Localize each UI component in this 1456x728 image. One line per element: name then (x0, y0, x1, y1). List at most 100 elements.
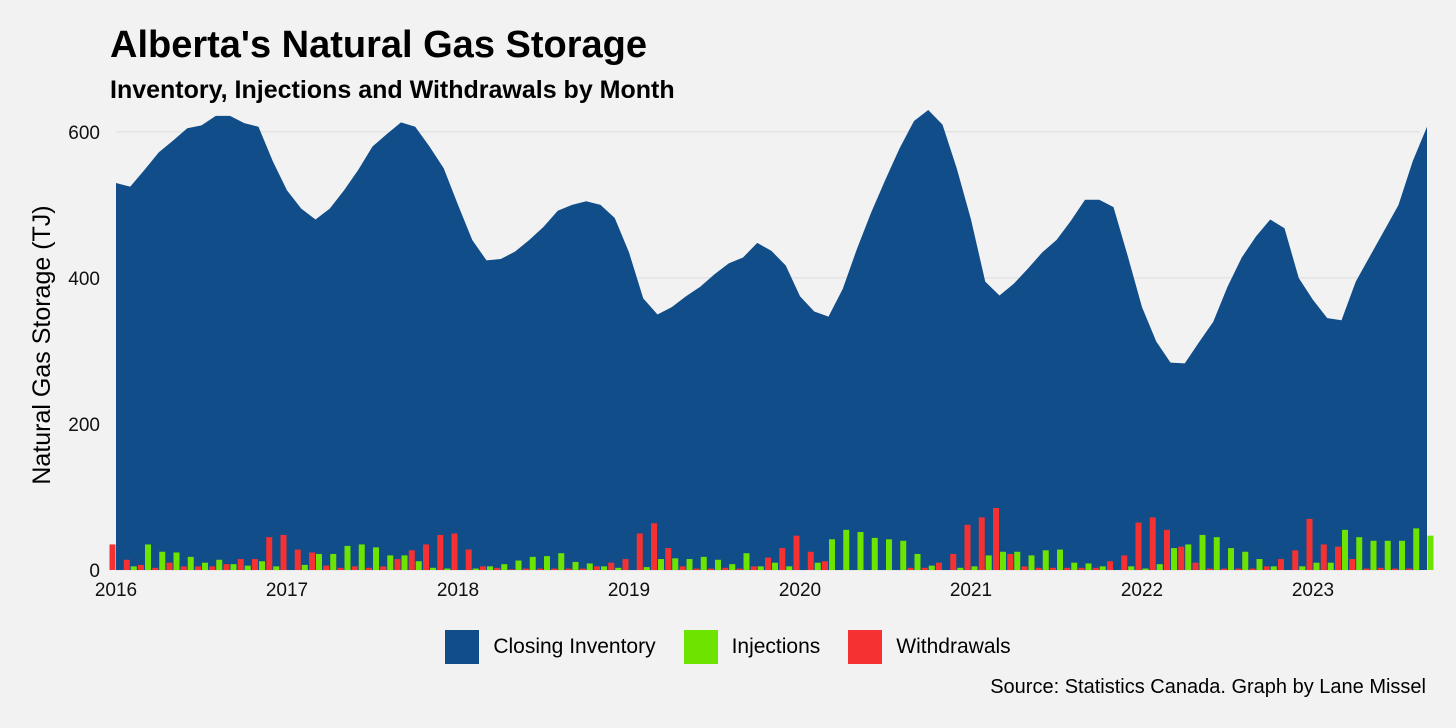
injection-bar (814, 562, 821, 570)
injection-bar (1000, 551, 1006, 570)
legend-swatch-injections (683, 630, 718, 664)
withdrawal-bar (1007, 553, 1014, 570)
legend-label-withdrawals: Withdrawals (896, 635, 1011, 658)
injection-bar (601, 566, 607, 570)
injection-bar (700, 556, 707, 570)
withdrawal-bar (237, 559, 244, 570)
withdrawal-bar (1149, 517, 1156, 570)
withdrawal-bar (1335, 546, 1341, 570)
legend-label-injections: Injections (731, 635, 821, 658)
withdrawal-bar (138, 564, 144, 570)
injection-bar (971, 566, 978, 570)
injection-bar (401, 555, 408, 570)
injection-bar (1413, 528, 1420, 570)
injection-bar (829, 539, 835, 570)
injection-bar (387, 555, 394, 570)
injection-bar (886, 539, 892, 570)
injection-bar (643, 567, 650, 570)
withdrawal-bar (793, 535, 800, 570)
withdrawal-bar (1121, 555, 1128, 570)
injection-bar (1242, 551, 1249, 570)
withdrawal-bar (152, 567, 159, 570)
injection-bar (145, 544, 151, 570)
legend: Closing Inventory Injections Withdrawals (0, 630, 1456, 664)
withdrawal-bar (736, 568, 743, 570)
withdrawal-bar (1206, 568, 1213, 570)
injection-bar (686, 559, 693, 570)
withdrawal-bar (266, 537, 273, 570)
withdrawal-bar (1164, 529, 1170, 570)
withdrawal-bar (223, 564, 230, 570)
withdrawal-bar (537, 568, 543, 570)
y-axis-title: Natural Gas Storage (TJ) (28, 205, 56, 484)
withdrawal-bar (807, 551, 814, 570)
withdrawal-bar (921, 567, 928, 570)
withdrawal-bar (1320, 544, 1327, 570)
injection-bar (1099, 566, 1106, 570)
injection-bar (1128, 566, 1135, 570)
injection-bar (1142, 568, 1149, 570)
withdrawal-bar (594, 566, 600, 570)
injection-bar (1342, 529, 1348, 570)
injection-bar (1313, 562, 1320, 570)
withdrawal-bar (1235, 568, 1242, 570)
injection-bar (1370, 540, 1377, 570)
withdrawal-bar (423, 544, 429, 570)
x-tick-label: 2022 (1121, 580, 1163, 601)
withdrawal-bar (1392, 568, 1398, 570)
withdrawal-bar (451, 533, 458, 570)
withdrawal-bar (565, 568, 572, 570)
y-tick-label: 200 (68, 415, 100, 436)
injection-bar (202, 562, 208, 570)
withdrawal-bar (1363, 568, 1370, 570)
withdrawal-bar (1178, 546, 1185, 570)
withdrawal-bar (1021, 566, 1028, 570)
legend-swatch-inventory (445, 630, 480, 664)
injection-bar (1171, 548, 1177, 570)
injection-bar (358, 544, 365, 570)
injection-bar (757, 566, 764, 570)
withdrawal-bar (964, 524, 971, 570)
injection-bar (1028, 555, 1035, 570)
injection-bar (373, 547, 379, 570)
injection-bar (430, 567, 436, 570)
injection-bar (1042, 550, 1049, 570)
injection-bar (1270, 566, 1277, 570)
injection-bar (1399, 540, 1405, 570)
injection-bar (1213, 537, 1220, 570)
withdrawal-bar (1092, 567, 1099, 570)
withdrawal-bar (665, 548, 672, 570)
injection-bar (515, 560, 522, 570)
x-tick-label: 2019 (608, 580, 650, 601)
withdrawal-bar (978, 517, 985, 570)
x-tick-label: 2023 (1292, 580, 1334, 601)
injection-bar (501, 564, 508, 570)
bar-layer (109, 507, 1434, 570)
injection-bar (1085, 563, 1092, 570)
y-tick-label: 600 (68, 123, 100, 144)
legend-item-inventory: Closing Inventory (445, 630, 656, 664)
withdrawal-bar (722, 567, 729, 570)
inventory-area (116, 110, 1427, 570)
x-tick-label: 2016 (95, 580, 137, 601)
withdrawal-bar (351, 566, 358, 570)
withdrawal-bar (1278, 559, 1284, 570)
legend-item-injections: Injections (683, 630, 821, 664)
injection-bar (672, 558, 679, 570)
injection-bar (244, 565, 251, 570)
withdrawal-bar (1107, 561, 1113, 570)
x-tick-label: 2017 (266, 580, 308, 601)
injection-bar (444, 568, 451, 570)
injection-bar (1014, 551, 1021, 570)
withdrawal-bar (1377, 567, 1384, 570)
injection-bar (173, 552, 180, 570)
withdrawal-bar (1292, 550, 1299, 570)
withdrawal-bar (1135, 522, 1142, 570)
withdrawal-bar (494, 567, 501, 570)
withdrawal-bar (209, 566, 216, 570)
injection-bar (914, 553, 921, 570)
injection-bar (715, 559, 721, 570)
injection-bar (1057, 549, 1063, 570)
injection-bar (1185, 544, 1192, 570)
